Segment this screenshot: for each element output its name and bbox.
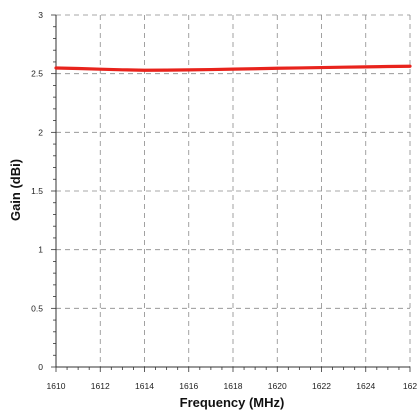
x-tick-label: 1620 xyxy=(268,381,287,391)
y-tick-label: 0 xyxy=(38,362,43,372)
series-layer xyxy=(54,64,412,72)
axes xyxy=(51,14,411,372)
y-tick-label: 0.5 xyxy=(31,303,43,313)
x-axis-title: Frequency (MHz) xyxy=(180,395,285,410)
grid xyxy=(56,14,411,367)
gain-series-line xyxy=(54,64,412,72)
x-tick-label: 1624 xyxy=(356,381,375,391)
x-tick-label: 1618 xyxy=(224,381,243,391)
x-tick-label: 1616 xyxy=(179,381,198,391)
y-tick-label: 2 xyxy=(38,127,43,137)
x-tick-label: 1610 xyxy=(47,381,66,391)
y-tick-label: 2.5 xyxy=(31,69,43,79)
x-tick-label: 1622 xyxy=(312,381,331,391)
y-tick-label: 1.5 xyxy=(31,186,43,196)
x-tick-label: 1612 xyxy=(91,381,110,391)
tick-labels: 0 0.5 1 1.5 2 2.5 3 1610 1612 1614 1616 1618 1620 162… xyxy=(31,10,417,391)
x-tick-label: 162 xyxy=(403,381,417,391)
y-axis-title: Gain (dBi) xyxy=(8,159,23,221)
x-tick-label: 1614 xyxy=(135,381,154,391)
y-tick-label: 1 xyxy=(38,245,43,255)
y-tick-label: 3 xyxy=(38,10,43,20)
